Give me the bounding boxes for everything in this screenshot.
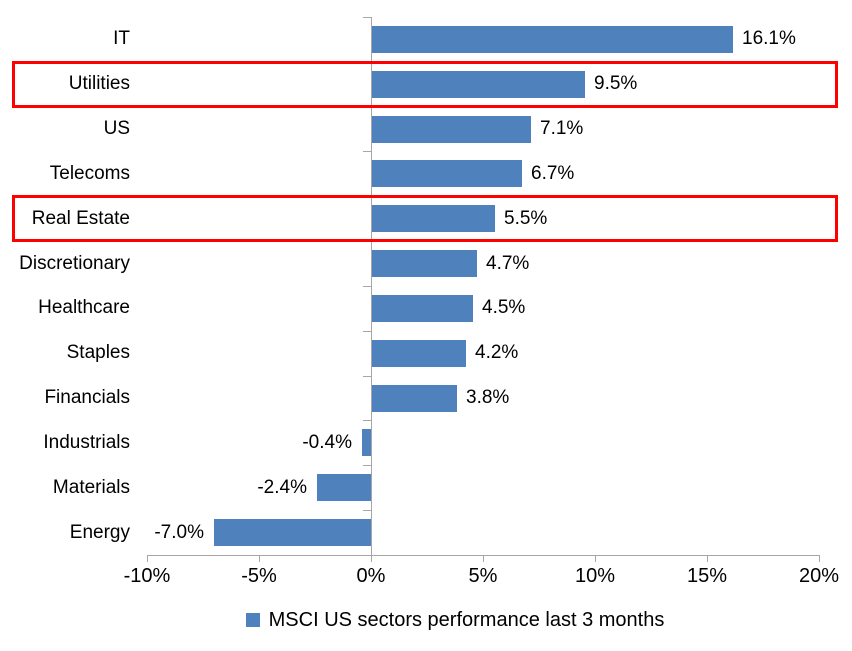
category-label-telecoms: Telecoms: [49, 163, 130, 184]
x-tick-label-6: 20%: [798, 565, 840, 587]
value-axis-tick: [147, 555, 148, 562]
category-label-us: US: [103, 118, 130, 139]
value-axis-tick: [819, 555, 820, 562]
value-label-industrials: -0.4%: [302, 432, 352, 453]
bar-financials: [372, 385, 457, 412]
value-label-it: 16.1%: [742, 28, 796, 49]
value-label-discretionary: 4.7%: [486, 253, 530, 274]
category-label-materials: Materials: [52, 477, 130, 498]
category-axis-tick: [363, 376, 371, 377]
category-label-staples: Staples: [66, 342, 130, 363]
value-label-financials: 3.8%: [466, 387, 510, 408]
category-axis-tick: [363, 286, 371, 287]
value-label-us: 7.1%: [540, 118, 584, 139]
category-axis-tick: [363, 420, 371, 421]
value-axis-tick: [259, 555, 260, 562]
legend: MSCI US sectors performance last 3 month…: [0, 608, 852, 632]
category-label-financials: Financials: [44, 387, 130, 408]
value-label-real-estate: 5.5%: [504, 208, 548, 229]
category-label-healthcare: Healthcare: [38, 297, 130, 318]
legend-marker-icon: [245, 613, 260, 627]
highlight-box-real-estate: [12, 195, 838, 242]
bar-staples: [372, 340, 466, 367]
category-label-real-estate: Real Estate: [31, 208, 130, 229]
bar-industrials: [362, 429, 372, 456]
bar-utilities: [372, 71, 585, 98]
category-axis-tick: [363, 151, 371, 152]
legend-label: MSCI US sectors performance last 3 month…: [268, 609, 665, 631]
value-label-healthcare: 4.5%: [482, 297, 526, 318]
category-label-utilities: Utilities: [68, 73, 130, 94]
bar-healthcare: [372, 295, 473, 322]
category-label-discretionary: Discretionary: [19, 253, 130, 274]
category-label-it: IT: [113, 28, 130, 49]
value-label-materials: -2.4%: [257, 477, 307, 498]
value-axis-tick: [483, 555, 484, 562]
bar-discretionary: [372, 250, 477, 277]
bar-it: [372, 26, 733, 53]
category-axis-line: [371, 17, 372, 555]
category-axis-tick: [363, 331, 371, 332]
bar-real-estate: [372, 205, 495, 232]
value-label-utilities: 9.5%: [594, 73, 638, 94]
value-axis-tick: [371, 555, 372, 562]
bar-materials: [317, 474, 372, 501]
x-tick-label-3: 5%: [468, 565, 498, 587]
x-tick-label-2: 0%: [356, 565, 386, 587]
category-axis-tick: [363, 17, 371, 18]
bar-us: [372, 116, 531, 143]
category-label-energy: Energy: [69, 522, 130, 543]
category-axis-tick: [363, 510, 371, 511]
category-label-industrials: Industrials: [43, 432, 130, 453]
value-label-telecoms: 6.7%: [531, 163, 575, 184]
x-tick-label-5: 15%: [686, 565, 728, 587]
x-tick-label-4: 10%: [574, 565, 616, 587]
value-label-staples: 4.2%: [475, 342, 519, 363]
x-tick-label-1: -5%: [241, 565, 277, 587]
value-label-energy: -7.0%: [154, 522, 204, 543]
x-tick-label-0: -10%: [123, 565, 171, 587]
highlight-box-utilities: [12, 61, 838, 108]
category-axis-tick: [363, 465, 371, 466]
value-axis-tick: [707, 555, 708, 562]
bar-energy: [214, 519, 372, 546]
bar-telecoms: [372, 160, 522, 187]
value-axis-tick: [595, 555, 596, 562]
